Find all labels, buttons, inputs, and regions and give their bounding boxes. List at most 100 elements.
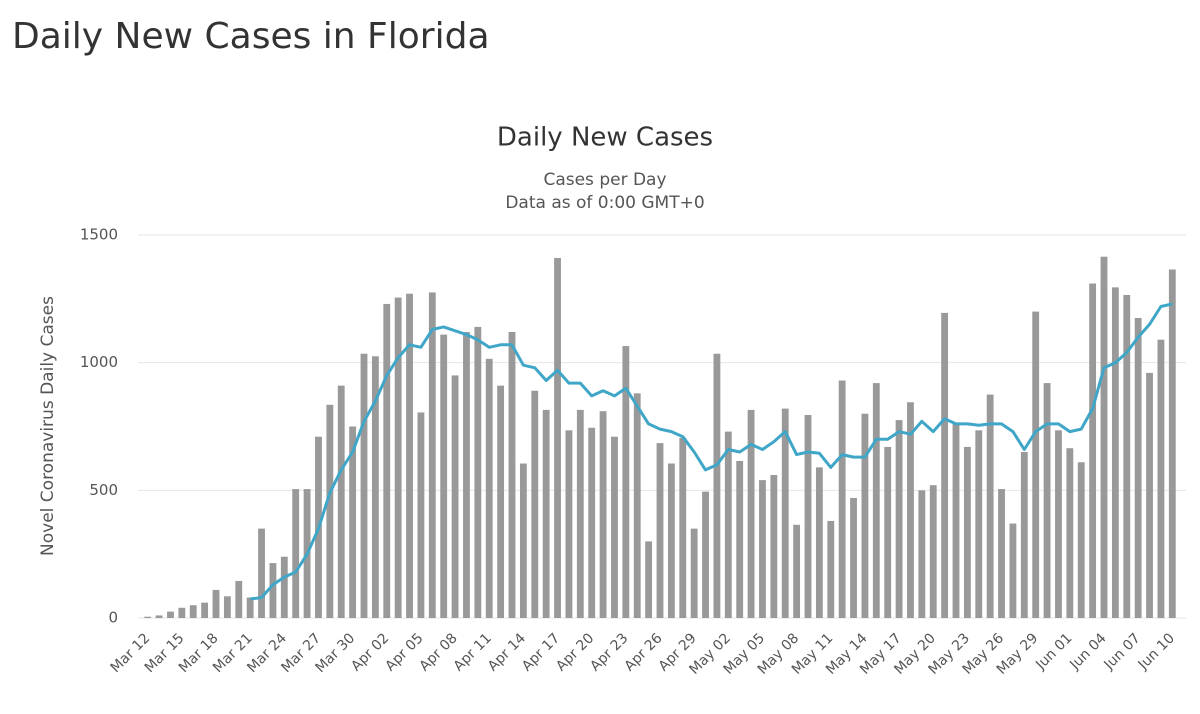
bar [246,597,254,618]
bar [531,390,539,618]
bar [702,491,709,618]
x-tick-label: Jun 04 [1066,630,1109,673]
x-tick-label: Jun 01 [1032,630,1075,673]
bar [1134,317,1142,618]
bar [1123,295,1131,618]
bar [1066,448,1074,618]
bar [212,589,220,618]
bar [804,415,812,618]
bar [724,431,732,618]
bar [1020,452,1028,618]
bar [838,380,846,618]
bar [975,430,983,618]
bar [622,346,630,618]
bar [235,580,243,618]
bar [428,292,436,618]
bar [280,556,288,618]
bar [394,297,402,618]
bar [1168,269,1176,618]
bar [1157,339,1165,618]
bar [679,437,687,618]
bar [884,446,892,618]
x-tick-label: Jun 10 [1135,630,1178,673]
bar [326,404,334,618]
bar [815,467,823,618]
bar [645,541,653,618]
bar [383,303,391,618]
chart-title: Daily New Cases [497,123,713,153]
bar [1055,430,1062,618]
bar [576,409,584,618]
page-title: Daily New Cases in Florida [12,16,490,57]
bar [1100,256,1108,618]
bar [1077,462,1085,618]
bar [508,332,516,618]
y-tick-label: 1500 [80,226,118,244]
bar [292,489,300,618]
bar [440,334,448,618]
y-tick-label: 0 [108,609,118,627]
bar [485,358,493,618]
bar [1032,311,1040,618]
bar [907,402,914,618]
bar [599,411,607,618]
bar [1009,523,1017,618]
bar [155,615,163,618]
bar [998,489,1005,618]
bar [1043,383,1051,618]
bar [497,385,505,618]
bar [588,427,596,618]
bar [747,409,755,618]
trend-line [250,302,1173,601]
bar [189,605,197,618]
bar [349,426,357,618]
bar [872,383,880,618]
bar [371,356,379,618]
bar [918,490,926,618]
bar [941,312,949,618]
bar [519,463,527,618]
bar [736,460,744,618]
bar [451,375,459,618]
bar [952,423,960,618]
bar [713,353,721,618]
bar [781,408,789,618]
chart-note: Data as of 0:00 GMT+0 [505,193,704,213]
bar [417,412,425,618]
bar [258,528,265,618]
bar [565,430,573,618]
bar [1111,287,1119,618]
y-axis-label: Novel Coronavirus Daily Cases [38,296,58,556]
bar [542,409,550,618]
bar [554,257,561,618]
y-tick-label: 500 [89,481,118,499]
bar [269,563,277,618]
bar [223,596,231,618]
bar [929,485,937,618]
bar [201,602,209,618]
bar [861,413,869,618]
bar [144,616,152,618]
bar [850,497,857,618]
bar [360,353,368,618]
bar [770,475,778,618]
bar [793,524,801,618]
y-tick-label: 1000 [80,353,118,371]
bar [633,393,641,618]
bar [690,528,698,618]
bar [1089,283,1097,618]
bar [759,480,766,618]
bar [406,293,413,618]
bar [474,326,482,618]
bar [986,394,994,618]
bar [1146,372,1153,618]
bar [667,463,675,618]
bar [463,332,470,618]
bar [895,420,903,618]
bar [656,443,664,618]
bar [827,520,835,618]
bar [178,607,186,618]
bar [963,446,971,618]
bar [337,385,345,618]
